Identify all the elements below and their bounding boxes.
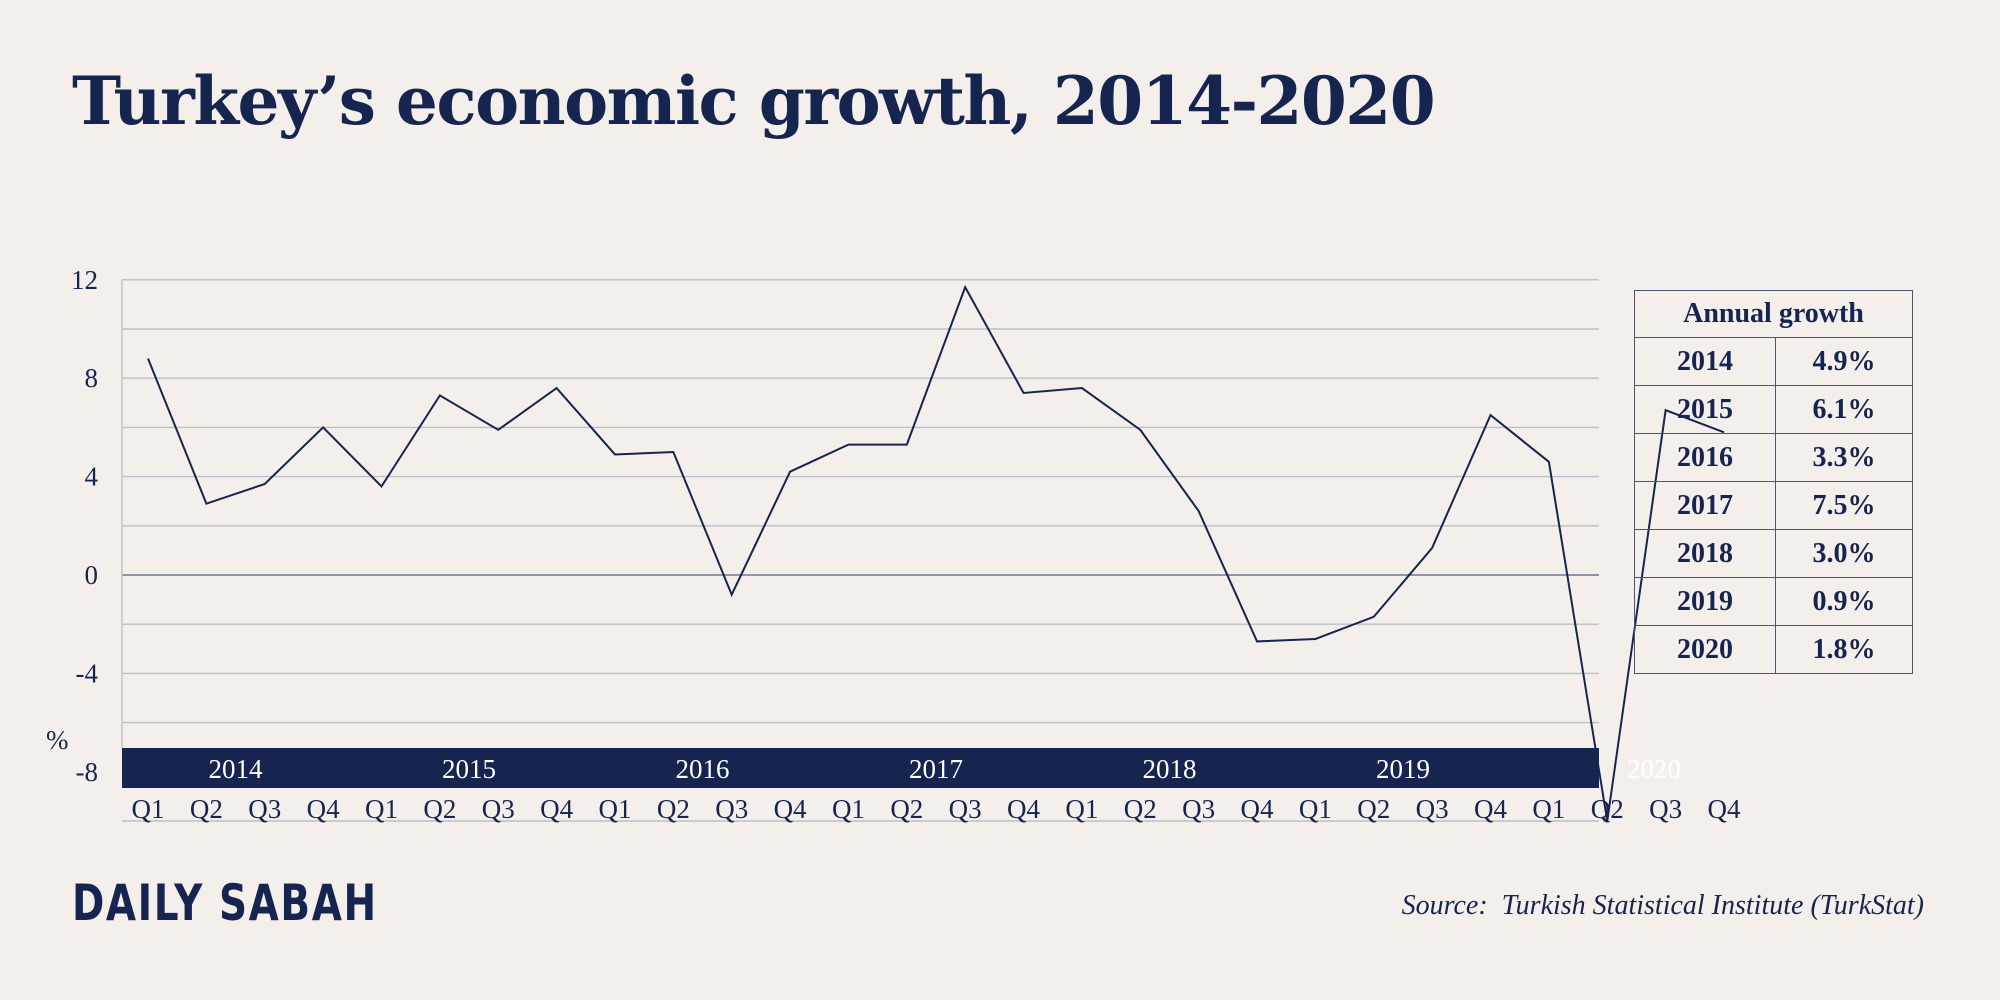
quarter-label: Q4 bbox=[1007, 794, 1040, 824]
y-tick-label: 8 bbox=[85, 363, 99, 393]
year-cell: 2014 bbox=[1634, 337, 1776, 386]
y-tick-label: 4 bbox=[85, 462, 99, 492]
quarter-label: Q1 bbox=[1299, 794, 1332, 824]
y-tick-label: 12 bbox=[71, 265, 98, 295]
quarter-label: Q3 bbox=[482, 794, 515, 824]
table-header: Annual growth bbox=[1634, 290, 1913, 338]
table-row: 2016 3.3% bbox=[1634, 433, 1913, 482]
quarter-label: Q4 bbox=[774, 794, 807, 824]
year-label: 2015 bbox=[442, 754, 496, 784]
growth-cell: 6.1% bbox=[1775, 385, 1913, 434]
quarter-label: Q3 bbox=[715, 794, 748, 824]
quarter-label: Q1 bbox=[365, 794, 398, 824]
daily-sabah-logo: DAILY SABAH bbox=[72, 874, 378, 932]
quarter-label: Q1 bbox=[1065, 794, 1098, 824]
quarter-label: Q1 bbox=[832, 794, 865, 824]
quarter-label: Q3 bbox=[1416, 794, 1449, 824]
quarter-label: Q3 bbox=[949, 794, 982, 824]
growth-cell: 1.8% bbox=[1775, 625, 1913, 674]
year-labels: 2014 2015 2016 2017 2018 2019 2020 bbox=[209, 754, 1681, 784]
y-tick-label: 0 bbox=[85, 560, 99, 590]
year-cell: 2016 bbox=[1634, 433, 1776, 482]
quarter-label: Q3 bbox=[1182, 794, 1215, 824]
year-label: 2020 bbox=[1627, 754, 1681, 784]
gridlines bbox=[121, 279, 1599, 822]
quarter-label: Q2 bbox=[423, 794, 456, 824]
year-cell: 2015 bbox=[1634, 385, 1776, 434]
y-tick-label: -8 bbox=[76, 757, 99, 787]
quarter-label: Q4 bbox=[307, 794, 340, 824]
quarter-label: Q4 bbox=[1708, 794, 1741, 824]
table-row: 2017 7.5% bbox=[1634, 481, 1913, 530]
y-axis-ticks: 12 8 4 0 -4 -8 bbox=[71, 265, 99, 787]
quarter-label: Q4 bbox=[540, 794, 573, 824]
growth-line bbox=[147, 284, 1725, 822]
table-row: 2014 4.9% bbox=[1634, 337, 1913, 386]
quarter-label: Q2 bbox=[1124, 794, 1157, 824]
quarter-labels: Q1 Q2 Q3 Q4 Q1 Q2 Q3 Q4 Q1 Q2 Q3 Q4 Q1 Q2 Q3 Q4 Q1 Q2 Q3 Q4… bbox=[132, 794, 1741, 824]
quarter-label: Q1 bbox=[132, 794, 165, 824]
growth-cell: 4.9% bbox=[1775, 337, 1913, 386]
year-label: 2018 bbox=[1142, 754, 1196, 784]
year-label: 2017 bbox=[909, 754, 963, 784]
year-label: 2019 bbox=[1376, 754, 1430, 784]
y-axis-unit-label: % bbox=[46, 725, 69, 755]
table-row: 2018 3.0% bbox=[1634, 529, 1913, 578]
annual-growth-table: Annual growth 2014 4.9% 2015 6.1% 2016 3.3% 20… bbox=[1634, 290, 1913, 674]
quarter-label: Q4 bbox=[1474, 794, 1507, 824]
growth-cell: 7.5% bbox=[1775, 481, 1913, 530]
year-band bbox=[122, 748, 1599, 788]
y-tick-label: -4 bbox=[76, 658, 99, 688]
source-note: Source: Turkish Statistical Institute (T… bbox=[1401, 890, 1924, 921]
year-cell: 2020 bbox=[1634, 625, 1776, 674]
growth-cell: 3.3% bbox=[1775, 433, 1913, 482]
year-cell: 2018 bbox=[1634, 529, 1776, 578]
growth-cell: 3.0% bbox=[1775, 529, 1913, 578]
quarter-label: Q1 bbox=[598, 794, 631, 824]
table-row: 2015 6.1% bbox=[1634, 385, 1913, 434]
table-row: 2020 1.8% bbox=[1634, 625, 1913, 674]
year-label: 2016 bbox=[676, 754, 730, 784]
chart-title: Turkey’s economic growth, 2014-2020 bbox=[72, 62, 1436, 140]
growth-cell: 0.9% bbox=[1775, 577, 1913, 626]
year-cell: 2017 bbox=[1634, 481, 1776, 530]
quarter-label: Q2 bbox=[657, 794, 690, 824]
quarter-label: Q2 bbox=[890, 794, 923, 824]
data-points bbox=[147, 287, 1725, 822]
quarter-label: Q3 bbox=[248, 794, 281, 824]
quarter-label: Q1 bbox=[1532, 794, 1565, 824]
year-cell: 2019 bbox=[1634, 577, 1776, 626]
quarter-label: Q2 bbox=[190, 794, 223, 824]
year-label: 2014 bbox=[209, 754, 264, 784]
table-row: 2019 0.9% bbox=[1634, 577, 1913, 626]
quarter-label: Q4 bbox=[1241, 794, 1274, 824]
quarter-label: Q2 bbox=[1357, 794, 1390, 824]
quarter-label: Q3 bbox=[1649, 794, 1682, 824]
